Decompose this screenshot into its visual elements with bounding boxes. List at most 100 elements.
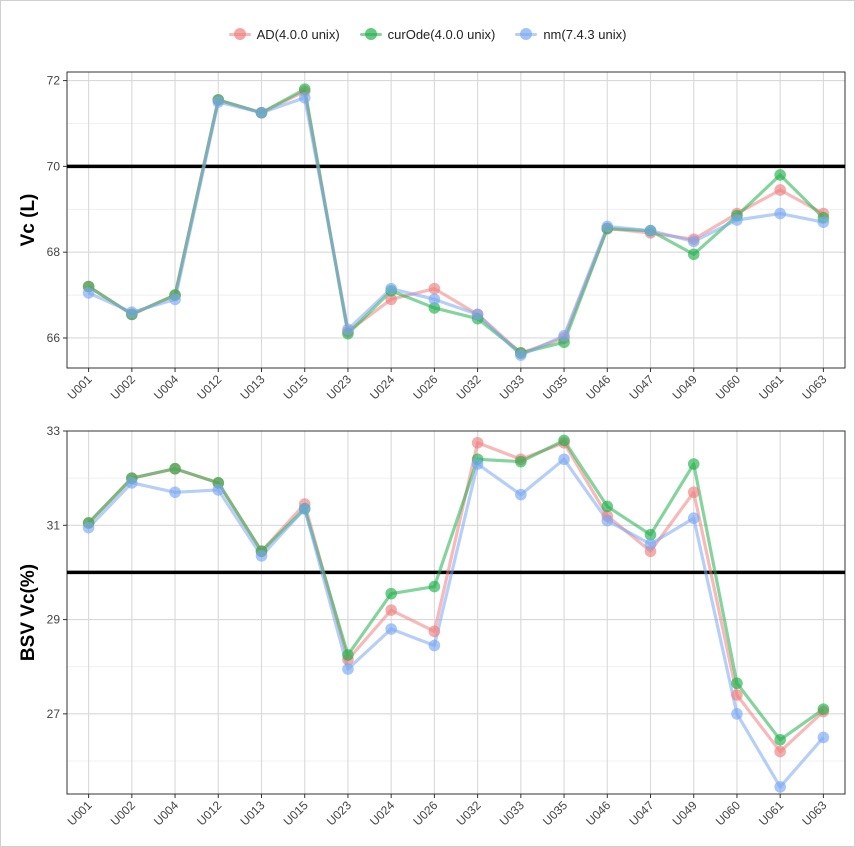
data-point (385, 282, 397, 295)
panel-border (66, 430, 846, 795)
data-point (558, 453, 570, 466)
data-point (731, 214, 743, 226)
x-tick-label: U063 (799, 372, 829, 402)
x-tick-label: U013 (237, 798, 267, 828)
x-tick-label: U024 (367, 372, 397, 402)
data-point (471, 436, 484, 449)
y-tick-label: 70 (47, 159, 61, 173)
series-line (87, 457, 825, 789)
data-point (82, 287, 95, 299)
data-point (731, 689, 743, 701)
y-tick-label: 66 (47, 331, 61, 345)
legend-label: curOde(4.0.0 unix) (387, 26, 496, 42)
data-point (774, 207, 786, 220)
data-point (298, 91, 311, 104)
data-point (428, 282, 441, 295)
x-tick-label: U023 (324, 798, 354, 828)
x-tick-label: U046 (583, 372, 613, 402)
y-tick-label: 72 (47, 74, 61, 88)
data-point (298, 502, 311, 515)
data-point (342, 323, 354, 336)
data-point (644, 224, 657, 237)
legend-label: AD(4.0.0 unix) (256, 26, 340, 42)
x-tick-label: U046 (583, 798, 613, 828)
data-point (774, 169, 786, 181)
x-tick-label: U015 (281, 372, 311, 402)
x-tick-label: U032 (454, 372, 484, 402)
data-point (601, 514, 614, 527)
chart-panel: 66 68 70 72 U001 U002 U004 U012 U013 U015 U023 U024… (18, 71, 846, 402)
data-point (212, 96, 225, 108)
legend: AD(4.0.0 unix) curOde(4.0.0 unix) nm(7.4.3… (0, 22, 855, 46)
data-point (126, 306, 138, 319)
data-point (385, 293, 397, 306)
x-tick-label: U060 (713, 372, 743, 402)
data-point (169, 486, 181, 499)
data-point (255, 550, 268, 562)
x-tick-label: U032 (454, 798, 484, 828)
data-point (428, 293, 441, 306)
x-tick-label: U001 (65, 372, 95, 402)
data-point (817, 731, 830, 744)
legend-item: curOde(4.0.0 unix) (359, 26, 496, 42)
x-tick-label: U049 (670, 798, 700, 828)
x-tick-label: U060 (713, 798, 743, 828)
data-point (558, 434, 570, 447)
y-axis-label: BSV Vc(%) (18, 564, 39, 661)
x-tick-label: U012 (194, 372, 224, 402)
data-point (774, 733, 786, 746)
data-point (385, 623, 397, 635)
data-point (342, 649, 354, 661)
data-point (471, 458, 484, 470)
x-tick-label: U012 (194, 798, 224, 828)
series-line (87, 438, 825, 742)
x-tick-label: U015 (281, 798, 311, 828)
data-point (385, 587, 397, 600)
data-point (687, 235, 700, 248)
data-point (774, 184, 786, 196)
x-tick-label: U026 (410, 372, 440, 402)
data-point (428, 625, 441, 638)
x-tick-label: U001 (65, 798, 95, 828)
data-point (428, 639, 441, 652)
data-point (515, 455, 527, 468)
data-point (471, 308, 484, 321)
data-point (731, 677, 743, 690)
data-point (126, 477, 138, 489)
data-point (644, 528, 657, 541)
data-point (601, 500, 614, 513)
legend-swatch (359, 27, 382, 41)
y-tick-label: 29 (47, 613, 61, 627)
data-point (731, 708, 743, 720)
data-point (817, 703, 830, 715)
x-tick-label: U002 (108, 798, 138, 828)
x-tick-label: U033 (497, 798, 527, 828)
data-point (774, 745, 786, 758)
data-point (558, 330, 570, 342)
x-tick-label: U061 (756, 798, 786, 828)
y-tick-label: 31 (47, 518, 61, 532)
x-tick-label: U023 (324, 372, 354, 402)
data-point (515, 488, 527, 501)
x-tick-label: U026 (410, 798, 440, 828)
x-tick-label: U002 (108, 372, 138, 402)
x-tick-label: U035 (540, 798, 570, 828)
legend-item: AD(4.0.0 unix) (228, 26, 340, 42)
data-point (515, 349, 527, 361)
legend-swatch (228, 27, 251, 41)
data-point (169, 293, 181, 306)
data-point (169, 462, 181, 475)
data-point (817, 216, 830, 228)
x-tick-label: U013 (237, 372, 267, 402)
data-point (687, 248, 700, 261)
data-point (601, 220, 614, 233)
data-point (212, 484, 225, 496)
x-tick-label: U049 (670, 372, 700, 402)
x-tick-label: U004 (151, 372, 181, 402)
data-point (644, 538, 657, 550)
x-tick-label: U035 (540, 372, 570, 402)
data-point (342, 663, 354, 675)
x-tick-label: U033 (497, 372, 527, 402)
